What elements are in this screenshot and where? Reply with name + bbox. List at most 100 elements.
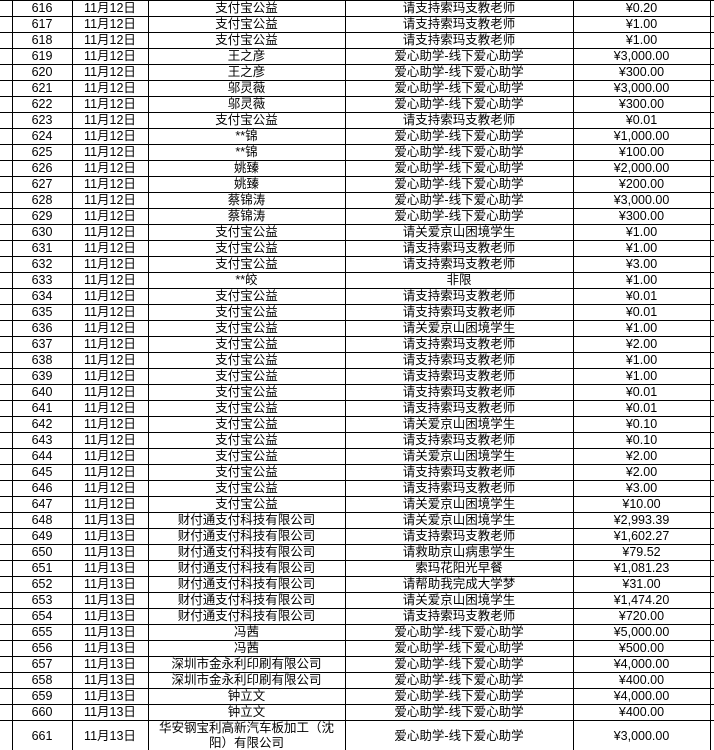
cell-donation-date: 11月13日 xyxy=(72,688,149,705)
cell-serial-number: 626 xyxy=(11,160,73,177)
table-row: 623 11月12日 支付宝公益 请支持索玛支教老师 ¥0.01 xyxy=(0,112,714,129)
left-margin-cell xyxy=(0,672,12,689)
cell-donor-name: 蔡锦涛 xyxy=(148,192,346,209)
left-margin-cell xyxy=(0,80,12,97)
cell-donor-name: 财付通支付科技有限公司 xyxy=(148,528,346,545)
cell-donation-date: 11月13日 xyxy=(72,512,149,529)
cell-donation-amount: ¥31.00 xyxy=(573,576,711,593)
cell-donation-project: 爱心助学-线下爱心助学 xyxy=(345,672,574,689)
cell-donation-project: 请支持索玛支教老师 xyxy=(345,400,574,417)
cell-donor-name: 财付通支付科技有限公司 xyxy=(148,544,346,561)
table-row: 644 11月12日 支付宝公益 请关爱京山困境学生 ¥2.00 xyxy=(0,448,714,465)
cell-donation-amount: ¥1.00 xyxy=(573,320,711,337)
cell-donation-project: 请支持索玛支教老师 xyxy=(345,608,574,625)
left-margin-cell xyxy=(0,16,12,33)
cell-donor-name: 冯茜 xyxy=(148,624,346,641)
cell-donation-project: 爱心助学-线下爱心助学 xyxy=(345,144,574,161)
cell-donation-project: 请关爱京山困境学生 xyxy=(345,512,574,529)
left-margin-cell xyxy=(0,656,12,673)
right-margin-cell xyxy=(710,288,714,305)
cell-donation-amount: ¥300.00 xyxy=(573,96,711,113)
cell-donor-name: 华安钢宝利高新汽车板加工（沈阳）有限公司 xyxy=(148,720,346,750)
cell-serial-number: 637 xyxy=(11,336,73,353)
cell-donation-project: 请支持索玛支教老师 xyxy=(345,256,574,273)
cell-donation-project: 请关爱京山困境学生 xyxy=(345,224,574,241)
cell-donation-date: 11月13日 xyxy=(72,544,149,561)
cell-donation-amount: ¥1.00 xyxy=(573,272,711,289)
cell-serial-number: 649 xyxy=(11,528,73,545)
left-margin-cell xyxy=(0,704,12,721)
cell-serial-number: 619 xyxy=(11,48,73,65)
cell-donation-project: 爱心助学-线下爱心助学 xyxy=(345,48,574,65)
right-margin-cell xyxy=(710,48,714,65)
right-margin-cell xyxy=(710,16,714,33)
cell-donation-amount: ¥3,000.00 xyxy=(573,720,711,750)
cell-donation-amount: ¥3,000.00 xyxy=(573,80,711,97)
cell-donation-date: 11月13日 xyxy=(72,528,149,545)
right-margin-cell xyxy=(710,416,714,433)
cell-donation-amount: ¥200.00 xyxy=(573,176,711,193)
cell-donation-date: 11月12日 xyxy=(72,448,149,465)
cell-donor-name: **锦 xyxy=(148,144,346,161)
cell-donation-amount: ¥10.00 xyxy=(573,496,711,513)
cell-donation-project: 爱心助学-线下爱心助学 xyxy=(345,176,574,193)
cell-serial-number: 641 xyxy=(11,400,73,417)
cell-serial-number: 658 xyxy=(11,672,73,689)
left-margin-cell xyxy=(0,528,12,545)
left-margin-cell xyxy=(0,432,12,449)
cell-donation-project: 爱心助学-线下爱心助学 xyxy=(345,704,574,721)
cell-donation-amount: ¥0.01 xyxy=(573,112,711,129)
cell-donation-date: 11月12日 xyxy=(72,176,149,193)
table-row: 622 11月12日 邬灵薇 爱心助学-线下爱心助学 ¥300.00 xyxy=(0,96,714,113)
right-margin-cell xyxy=(710,208,714,225)
cell-serial-number: 654 xyxy=(11,608,73,625)
left-margin-cell xyxy=(0,112,12,129)
table-row: 626 11月12日 姚臻 爱心助学-线下爱心助学 ¥2,000.00 xyxy=(0,160,714,177)
right-margin-cell xyxy=(710,224,714,241)
cell-donation-date: 11月13日 xyxy=(72,608,149,625)
cell-donation-date: 11月12日 xyxy=(72,336,149,353)
left-margin-cell xyxy=(0,224,12,241)
cell-donor-name: 支付宝公益 xyxy=(148,320,346,337)
table-row: 630 11月12日 支付宝公益 请关爱京山困境学生 ¥1.00 xyxy=(0,224,714,241)
left-margin-cell xyxy=(0,0,12,17)
right-margin-cell xyxy=(710,400,714,417)
cell-serial-number: 623 xyxy=(11,112,73,129)
cell-donation-amount: ¥100.00 xyxy=(573,144,711,161)
cell-donation-date: 11月12日 xyxy=(72,432,149,449)
table-row: 656 11月13日 冯茜 爱心助学-线下爱心助学 ¥500.00 xyxy=(0,640,714,657)
cell-serial-number: 629 xyxy=(11,208,73,225)
cell-donation-amount: ¥400.00 xyxy=(573,672,711,689)
cell-donation-amount: ¥1,000.00 xyxy=(573,128,711,145)
table-row: 646 11月12日 支付宝公益 请支持索玛支教老师 ¥3.00 xyxy=(0,480,714,497)
cell-donor-name: 冯茜 xyxy=(148,640,346,657)
cell-donation-amount: ¥79.52 xyxy=(573,544,711,561)
right-margin-cell xyxy=(710,80,714,97)
right-margin-cell xyxy=(710,480,714,497)
right-margin-cell xyxy=(710,448,714,465)
cell-donor-name: 王之彦 xyxy=(148,64,346,81)
cell-donation-amount: ¥300.00 xyxy=(573,208,711,225)
cell-donation-amount: ¥3,000.00 xyxy=(573,48,711,65)
table-row: 634 11月12日 支付宝公益 请支持索玛支教老师 ¥0.01 xyxy=(0,288,714,305)
cell-donation-date: 11月12日 xyxy=(72,80,149,97)
cell-donation-amount: ¥500.00 xyxy=(573,640,711,657)
cell-donation-project: 索玛花阳光早餐 xyxy=(345,560,574,577)
cell-donation-date: 11月12日 xyxy=(72,368,149,385)
table-row: 655 11月13日 冯茜 爱心助学-线下爱心助学 ¥5,000.00 xyxy=(0,624,714,641)
cell-donation-date: 11月13日 xyxy=(72,720,149,750)
cell-donor-name: 财付通支付科技有限公司 xyxy=(148,512,346,529)
table-row: 616 11月12日 支付宝公益 请支持索玛支教老师 ¥0.20 xyxy=(0,0,714,17)
cell-donation-date: 11月12日 xyxy=(72,272,149,289)
table-row: 632 11月12日 支付宝公益 请支持索玛支教老师 ¥3.00 xyxy=(0,256,714,273)
cell-donation-amount: ¥3.00 xyxy=(573,480,711,497)
table-row: 637 11月12日 支付宝公益 请支持索玛支教老师 ¥2.00 xyxy=(0,336,714,353)
cell-serial-number: 643 xyxy=(11,432,73,449)
left-margin-cell xyxy=(0,544,12,561)
cell-serial-number: 632 xyxy=(11,256,73,273)
cell-serial-number: 652 xyxy=(11,576,73,593)
table-row: 651 11月13日 财付通支付科技有限公司 索玛花阳光早餐 ¥1,081.23 xyxy=(0,560,714,577)
